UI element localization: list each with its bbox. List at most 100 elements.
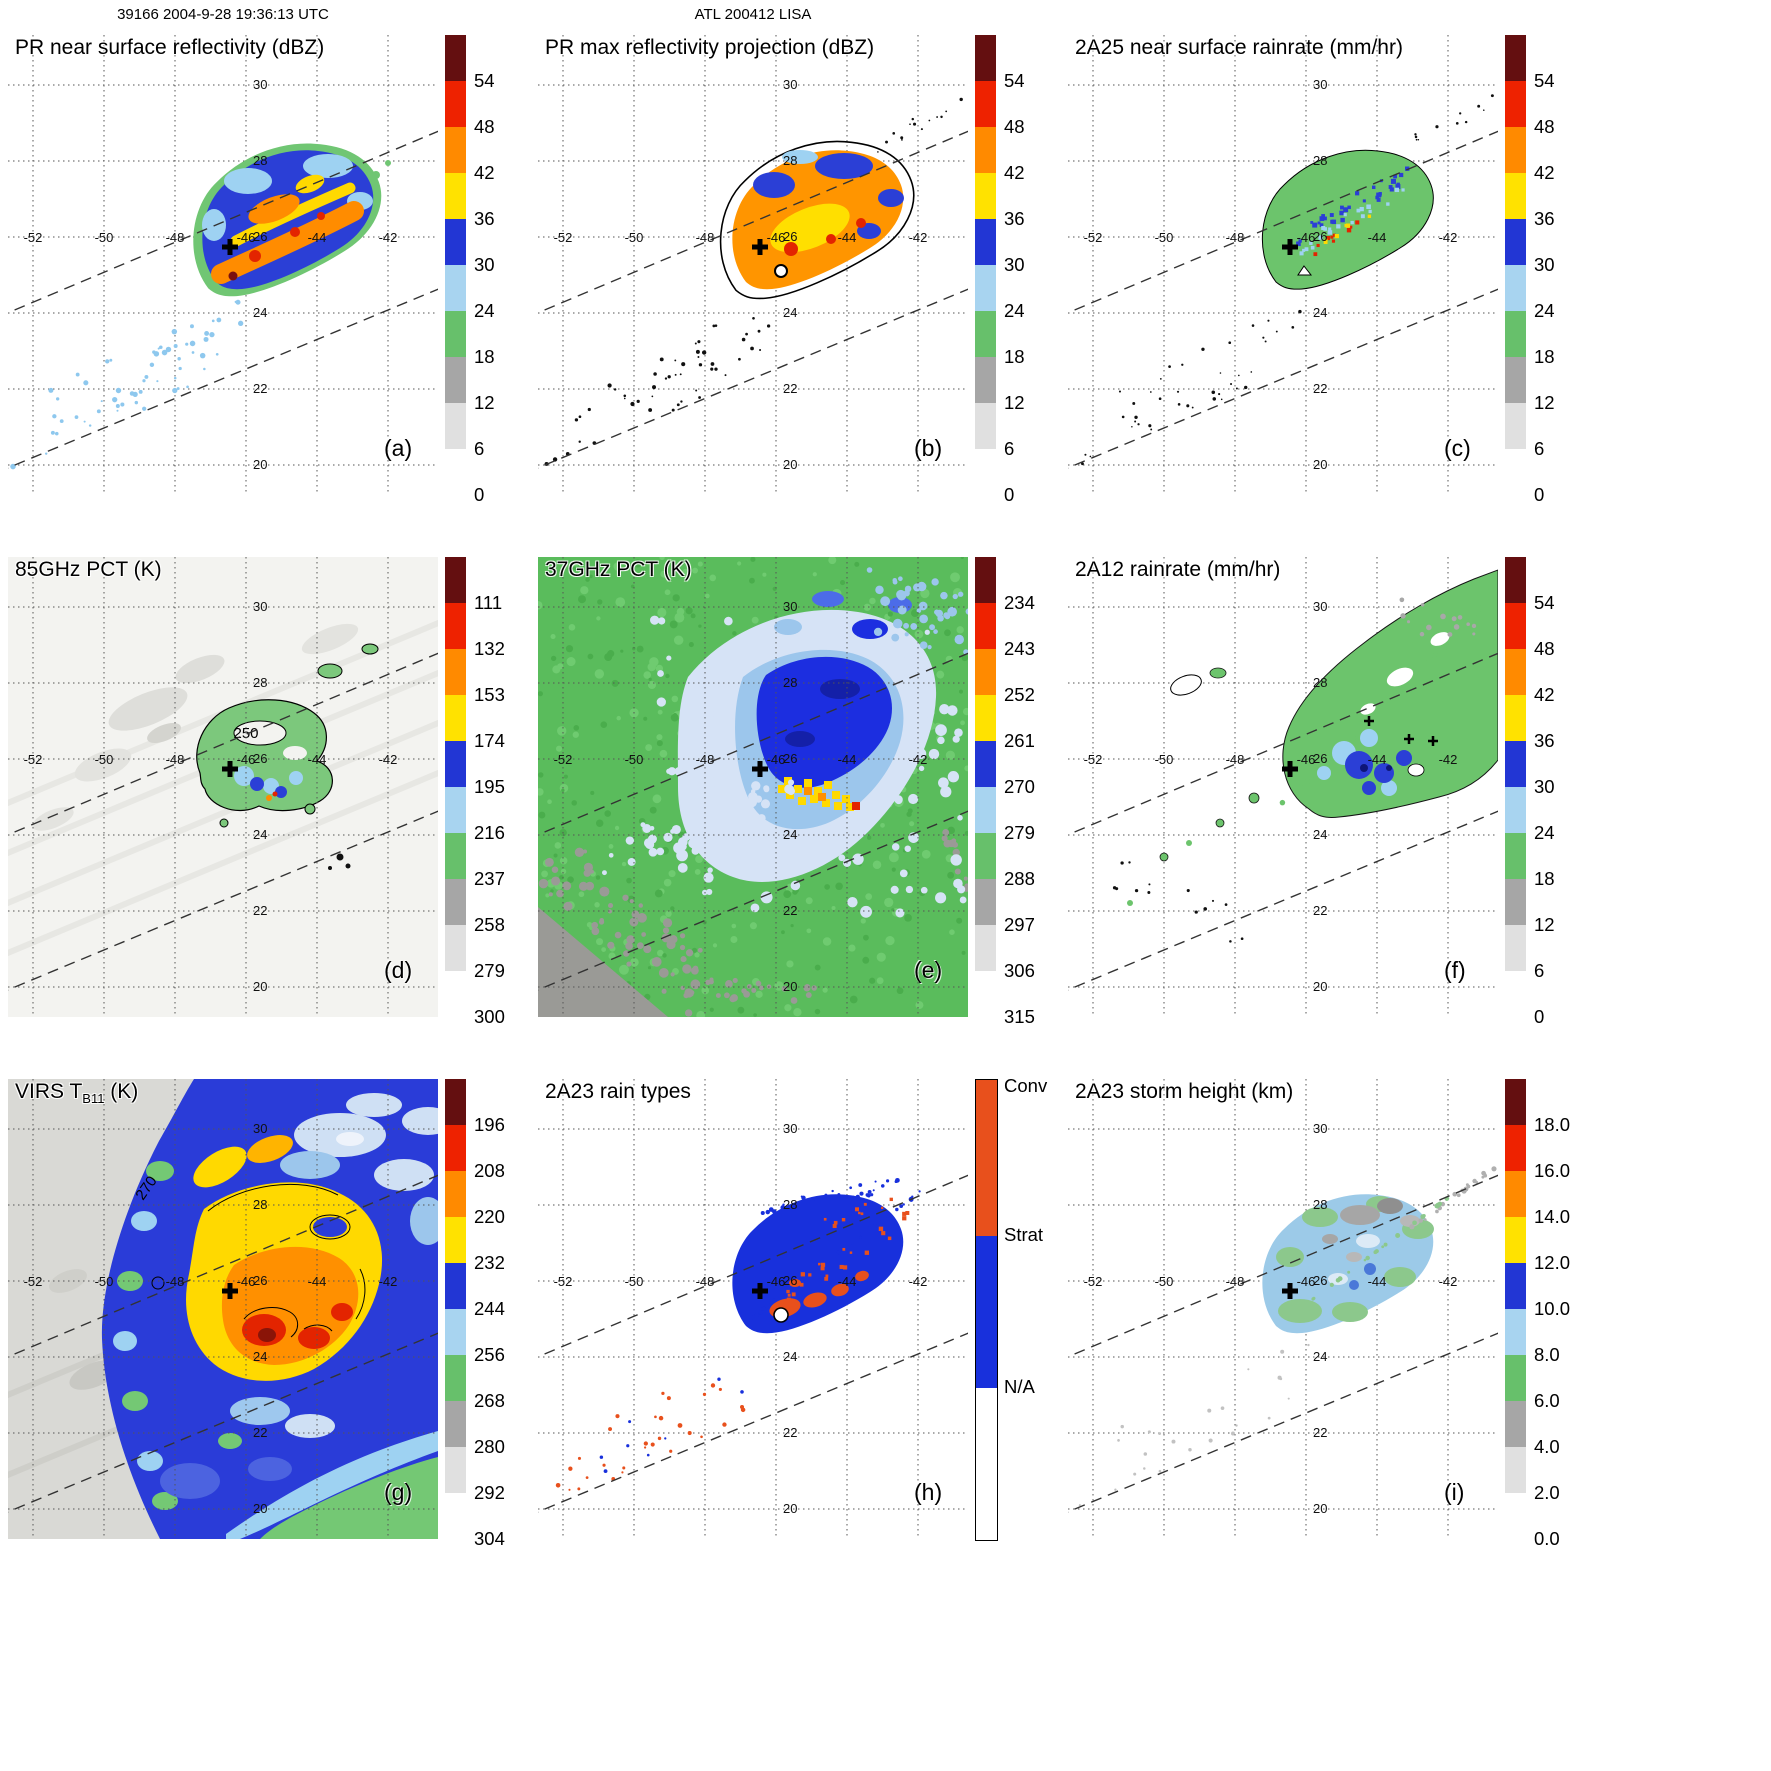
storm-eye-marker — [774, 264, 788, 278]
lat-label: 26 — [1313, 1273, 1327, 1288]
panel-e: -52 -50 -48 -46 -44 -42 30 28 26 24 22 20 37GHz PCT… — [538, 557, 1063, 1029]
colorbar-scale — [975, 557, 996, 1017]
storm-raster — [10, 143, 391, 470]
colorbar-segment — [1505, 649, 1526, 695]
lon-label: -44 — [308, 230, 327, 245]
lon-label: -52 — [554, 230, 573, 245]
colorbar-segment — [1505, 1079, 1526, 1125]
lat-label: 28 — [253, 153, 267, 168]
map-canvas-f: -52 -50 -48 -46 -44 -42 30 28 26 24 22 20 — [1068, 557, 1498, 1017]
lat-label: 20 — [253, 979, 267, 994]
colorbar-tick-label: 292 — [474, 1482, 505, 1503]
gray-mottle-bottom — [689, 977, 817, 1004]
colorbar-segment — [975, 403, 996, 449]
panel-letter: (g) — [384, 1479, 413, 1505]
colorbar-segment — [975, 81, 996, 127]
colorbar-tick-label: Strat — [1004, 1224, 1044, 1246]
lon-label: -42 — [1439, 752, 1458, 767]
colorbar-tick-label: 30 — [1534, 254, 1555, 275]
colorbar-segment — [445, 449, 466, 495]
storm-center-cross — [752, 1283, 768, 1299]
panel-a: -52 -50 -48 -46 -44 -42 30 28 26 24 22 20 PR near s… — [8, 35, 533, 507]
colorbar-tick-label: 306 — [1004, 960, 1035, 981]
swath-edge-line — [1068, 1332, 1498, 1513]
map-a: -52 -50 -48 -46 -44 -42 30 28 26 24 22 20 PR near s… — [8, 35, 438, 495]
colorbar-segment — [445, 219, 466, 265]
colorbar-tick-label: 8.0 — [1534, 1344, 1560, 1365]
lon-label: -52 — [1084, 752, 1103, 767]
lon-label: -50 — [95, 752, 114, 767]
lon-label: -46 — [237, 1274, 256, 1289]
colorbar-segment — [1505, 1401, 1526, 1447]
colorbar-segment — [1505, 1263, 1526, 1309]
colorbar-segment — [445, 971, 466, 1017]
colorbar-tick-label: Conv — [1004, 1074, 1048, 1096]
map-canvas-e: -52 -50 -48 -46 -44 -42 30 28 26 24 22 20 — [538, 557, 968, 1017]
lat-label: 24 — [783, 827, 797, 842]
colorbar-tick-label: 54 — [1534, 592, 1555, 613]
colorbar-tick-label: 24 — [1004, 300, 1025, 321]
colorbar-segment — [975, 879, 996, 925]
lat-label: 26 — [1313, 751, 1327, 766]
colorbar-tick-label: 252 — [1004, 684, 1035, 705]
colorbar-tick-label: 256 — [474, 1344, 505, 1365]
swath-edge-line — [1068, 130, 1498, 314]
colorbar-rainrate: 54 48 42 36 30 24 18 12 6 0 — [1505, 35, 1593, 505]
colorbar-tick-label: 14.0 — [1534, 1206, 1571, 1227]
rain-pixels-yellow — [1323, 214, 1372, 244]
lon-label: -50 — [1155, 230, 1174, 245]
colorbar-tick-label: 30 — [1534, 776, 1555, 797]
colorbar-segment — [975, 173, 996, 219]
colorbar-tick-label: 0.0 — [1534, 1528, 1560, 1549]
lat-label: 30 — [253, 599, 267, 614]
colorbar-scale — [445, 557, 466, 1017]
lat-label: 24 — [1313, 305, 1327, 320]
colorbar-tick-label: 288 — [1004, 868, 1035, 889]
colorbar-segment — [976, 1236, 997, 1389]
panel-letter: (h) — [914, 1479, 943, 1505]
colorbar-tick-label: 0 — [1004, 484, 1015, 505]
colorbar-tick-label: 18 — [1534, 346, 1555, 367]
colorbar-segment — [445, 1171, 466, 1217]
lat-label: 28 — [1313, 153, 1327, 168]
lon-label: -42 — [379, 230, 398, 245]
lon-label: -46 — [237, 752, 256, 767]
panel-g: 270 -52 -50 -48 -46 -44 -42 30 28 26 24 22 20 VIRS … — [8, 1079, 533, 1551]
colorbar-segment — [1505, 357, 1526, 403]
colorbar-tick-label: 297 — [1004, 914, 1035, 935]
colorbar-reflectivity: 54 48 42 36 30 24 18 12 6 0 — [445, 35, 533, 505]
panel-title: 2A23 storm height (km) — [1075, 1080, 1294, 1103]
lon-label: -44 — [838, 1274, 857, 1289]
storm-center-cross — [752, 761, 768, 777]
lon-label: -50 — [1155, 752, 1174, 767]
gray-speckles — [1399, 597, 1477, 637]
lat-label: 28 — [253, 1197, 267, 1212]
lat-label: 22 — [1313, 903, 1327, 918]
lon-label: -46 — [1297, 1274, 1316, 1289]
storm-center-cross — [752, 239, 768, 255]
panel-title: 37GHz PCT (K) — [545, 558, 692, 581]
colorbar-segment — [1505, 403, 1526, 449]
colorbar-scale — [445, 35, 466, 495]
storm-center-cross — [222, 761, 238, 777]
lat-label: 30 — [783, 77, 797, 92]
lat-label: 24 — [1313, 1349, 1327, 1364]
colorbar-segment — [1505, 35, 1526, 81]
map-d: 250 -52 -50 -48 -46 -44 -42 30 28 26 24 22 20 85GHz… — [8, 557, 438, 1017]
colorbar-segment — [975, 649, 996, 695]
colorbar-segment — [1505, 603, 1526, 649]
swath-speckles — [1081, 309, 1302, 466]
colorbar-tick-label: N/A — [1004, 1376, 1035, 1398]
lon-label: -50 — [95, 1274, 114, 1289]
lon-label: -42 — [909, 1274, 928, 1289]
swath-speckles — [544, 316, 771, 466]
colorbar-tick-label: 208 — [474, 1160, 505, 1181]
colorbar-tick-label: 48 — [1534, 116, 1555, 137]
swath-edge-line — [1068, 652, 1498, 836]
lat-label: 26 — [253, 1273, 267, 1288]
strat-edge-speckles-top — [760, 1177, 900, 1216]
colorbar-tick-label: 111 — [474, 592, 503, 613]
colorbar-segment — [1505, 1355, 1526, 1401]
conv-pixels — [779, 1210, 910, 1307]
colorbar-segment — [445, 1263, 466, 1309]
